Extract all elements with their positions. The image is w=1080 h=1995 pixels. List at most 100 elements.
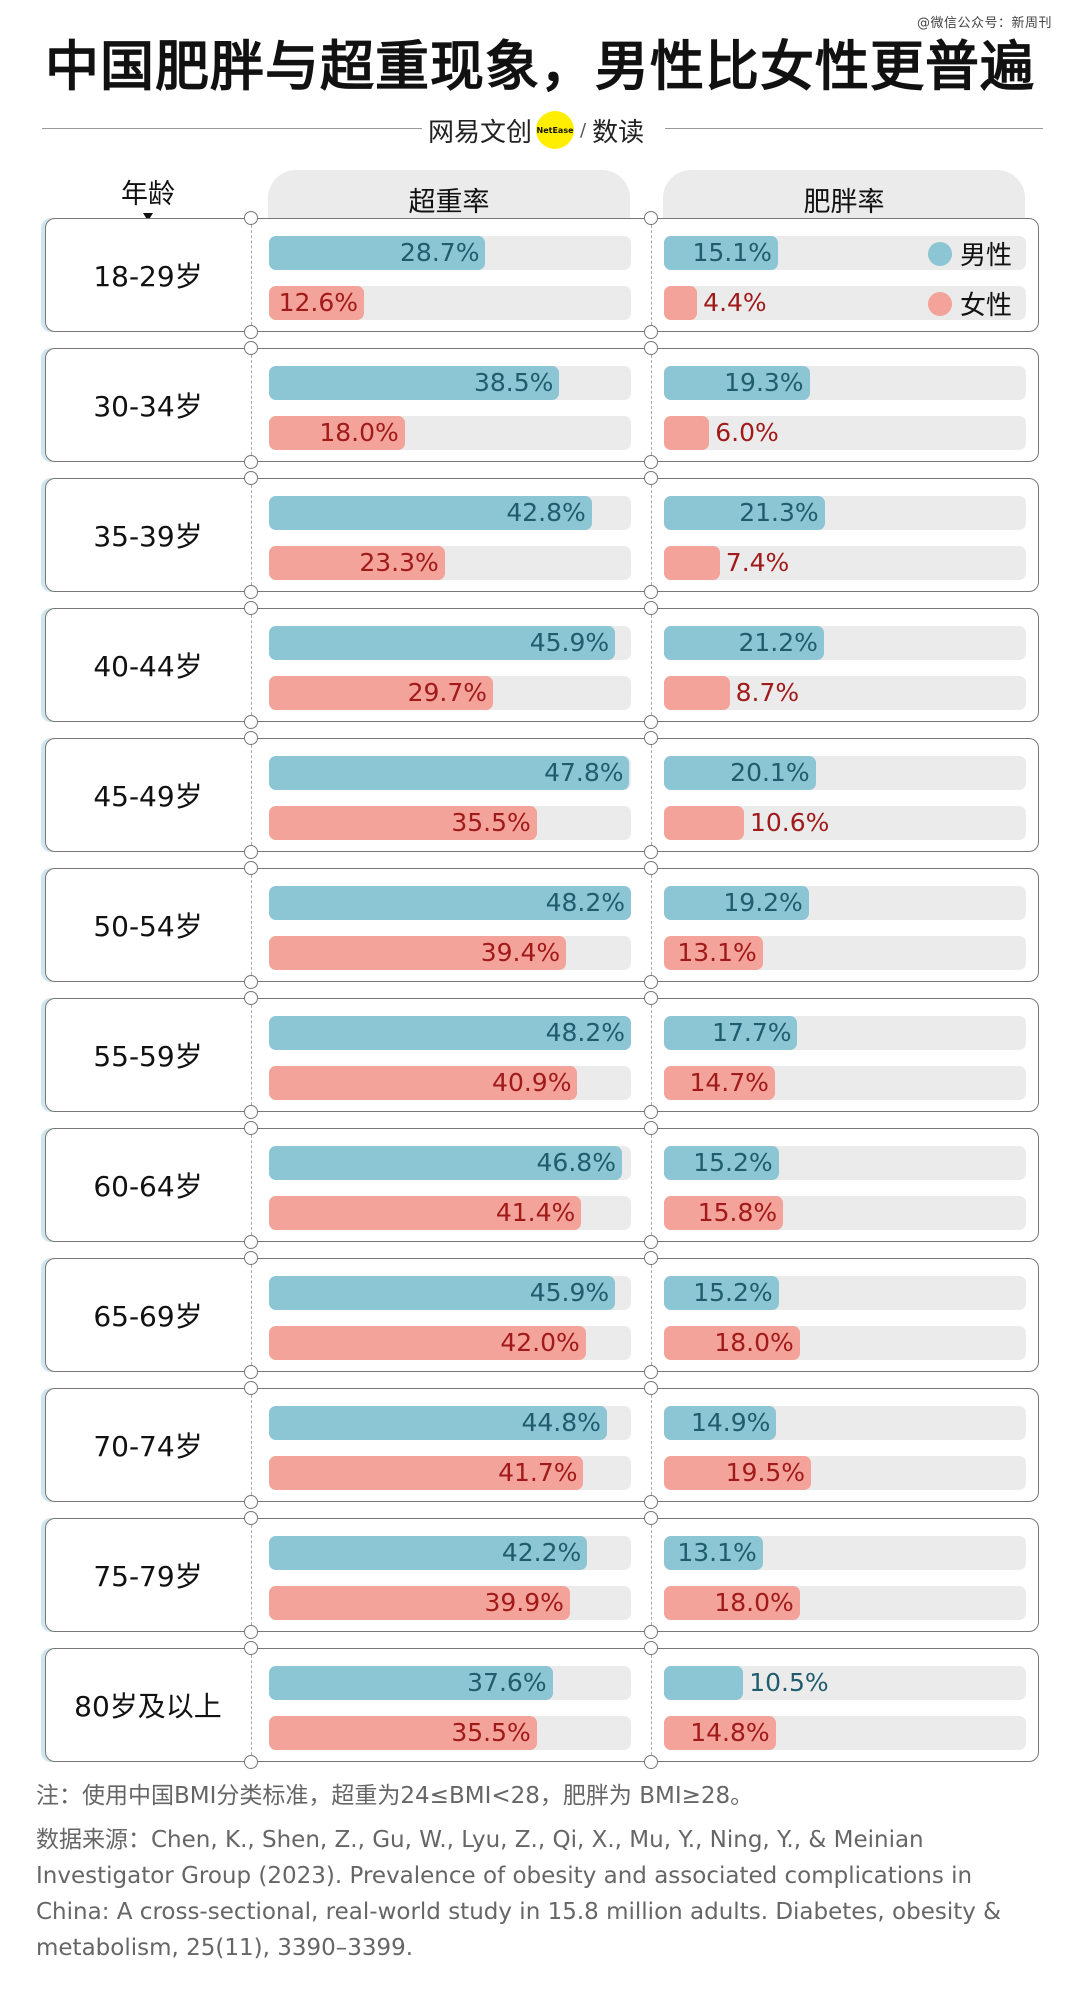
bar-track: 19.5% bbox=[664, 1456, 1026, 1490]
obesity-female-bar bbox=[664, 676, 730, 710]
data-label: 39.4% bbox=[480, 938, 561, 967]
brand-logo: 网易文创 NetEase / 数读 bbox=[428, 110, 644, 150]
footnote: 注：使用中国BMI分类标准，超重为24≤BMI<28，肥胖为 BMI≥28。 bbox=[36, 1783, 754, 1809]
data-label: 20.1% bbox=[730, 758, 810, 787]
data-label: 39.9% bbox=[484, 1588, 564, 1617]
brand-badge-icon: NetEase bbox=[536, 111, 575, 149]
obesity-male-bar bbox=[664, 626, 824, 660]
obesity-male-bar bbox=[664, 756, 816, 790]
data-label: 46.8% bbox=[536, 1148, 616, 1177]
row-divider bbox=[651, 615, 652, 715]
bar-track: 42.0% bbox=[269, 1326, 631, 1360]
obesity-male-bar bbox=[664, 886, 809, 920]
age-group-row: 30-34岁 38.5% 18.0% 19.3% 6.0% bbox=[45, 341, 1039, 469]
bar-track: 18.0% bbox=[664, 1326, 1026, 1360]
brand-slash: / bbox=[580, 119, 587, 141]
bar-track: 15.1% bbox=[664, 236, 1026, 270]
overweight-female-bar bbox=[269, 416, 405, 450]
data-label: 18.0% bbox=[319, 418, 399, 447]
data-label: 18.0% bbox=[714, 1588, 794, 1617]
data-label: 42.8% bbox=[506, 498, 586, 527]
data-label: 21.2% bbox=[738, 628, 818, 657]
bar-track: 39.4% bbox=[269, 936, 631, 970]
data-label: 40.9% bbox=[492, 1068, 572, 1097]
row-notch bbox=[644, 471, 658, 485]
obesity-male-bar bbox=[664, 236, 778, 270]
data-label: 47.8% bbox=[544, 758, 624, 787]
data-label: 17.7% bbox=[712, 1018, 792, 1047]
row-divider bbox=[651, 355, 652, 455]
overweight-female-bar bbox=[269, 806, 537, 840]
row-divider bbox=[651, 1135, 652, 1235]
bar-track: 13.1% bbox=[664, 936, 1026, 970]
obesity-male-bar bbox=[664, 1276, 779, 1310]
row-notch bbox=[644, 585, 658, 599]
brand-badge-text: NetEase bbox=[536, 125, 574, 135]
row-notch bbox=[244, 991, 258, 1005]
row-notch bbox=[244, 1235, 258, 1249]
age-group-row: 35-39岁 42.8% 23.3% 21.3% 7.4% bbox=[45, 471, 1039, 599]
age-group-label: 45-49岁 bbox=[93, 780, 203, 813]
row-notch bbox=[244, 1381, 258, 1395]
row-notch bbox=[644, 1365, 658, 1379]
row-notch bbox=[244, 731, 258, 745]
data-label: 48.2% bbox=[545, 1018, 625, 1047]
row-notch bbox=[244, 1495, 258, 1509]
data-label: 38.5% bbox=[473, 368, 554, 397]
row-divider bbox=[651, 875, 652, 975]
bar-track: 41.7% bbox=[269, 1456, 631, 1490]
bar-track: 42.8% bbox=[269, 496, 631, 530]
overweight-female-bar bbox=[269, 1716, 537, 1750]
age-group-row: 75-79岁 42.2% 39.9% 13.1% 18.0% bbox=[45, 1511, 1039, 1639]
divider-right bbox=[665, 128, 1043, 129]
overweight-male-bar bbox=[269, 626, 616, 660]
overweight-male-bar bbox=[269, 236, 486, 270]
age-group-label: 60-64岁 bbox=[93, 1170, 203, 1203]
data-label: 48.2% bbox=[545, 888, 625, 917]
data-label: 8.7% bbox=[735, 678, 800, 707]
obesity-male-bar bbox=[664, 1016, 798, 1050]
data-label: 21.3% bbox=[739, 498, 819, 527]
row-notch bbox=[644, 325, 658, 339]
overweight-female-bar bbox=[269, 676, 493, 710]
row-notch bbox=[244, 601, 258, 615]
bar-track: 42.2% bbox=[269, 1536, 631, 1570]
overweight-male-bar bbox=[269, 1276, 616, 1310]
row-notch bbox=[244, 325, 258, 339]
bar-track: 14.8% bbox=[664, 1716, 1026, 1750]
age-group-row: 65-69岁 45.9% 42.0% 15.2% 18.0% bbox=[45, 1251, 1039, 1379]
obesity-female-bar bbox=[664, 546, 720, 580]
watermark: @微信公众号：新周刊 bbox=[916, 16, 1052, 31]
data-label: 14.8% bbox=[690, 1718, 770, 1747]
bar-track: 8.7% bbox=[664, 676, 1026, 710]
row-divider bbox=[251, 1655, 252, 1755]
bar-track: 46.8% bbox=[269, 1146, 631, 1180]
age-group-label: 50-54岁 bbox=[93, 910, 203, 943]
row-divider bbox=[251, 615, 252, 715]
data-label: 12.6% bbox=[278, 288, 359, 317]
obesity-male-bar bbox=[664, 496, 825, 530]
obesity-male-bar bbox=[664, 1146, 779, 1180]
obesity-female-bar bbox=[664, 286, 698, 320]
row-notch bbox=[244, 845, 258, 859]
row-notch bbox=[244, 1625, 258, 1639]
age-group-label: 75-79岁 bbox=[93, 1560, 203, 1593]
row-notch bbox=[244, 861, 258, 875]
source-citation: 数据来源：Chen, K., Shen, Z., Gu, W., Lyu, Z.… bbox=[36, 1827, 1002, 1961]
overweight-female-bar bbox=[269, 1586, 570, 1620]
overweight-male-bar bbox=[269, 1146, 622, 1180]
bar-track: 23.3% bbox=[269, 546, 631, 580]
bar-track: 4.4% bbox=[664, 286, 1026, 320]
bar-track: 12.6% bbox=[269, 286, 631, 320]
data-label: 13.1% bbox=[677, 938, 757, 967]
bar-track: 14.7% bbox=[664, 1066, 1026, 1100]
row-notch bbox=[644, 715, 658, 729]
bar-track: 38.5% bbox=[269, 366, 631, 400]
row-divider bbox=[651, 1525, 652, 1625]
data-label: 37.6% bbox=[467, 1668, 547, 1697]
row-divider bbox=[251, 1005, 252, 1105]
chart-title: 中国肥胖与超重现象，男性比女性更普遍 bbox=[45, 35, 1035, 98]
row-divider bbox=[651, 1655, 652, 1755]
age-group-row: 50-54岁 48.2% 39.4% 19.2% 13.1% bbox=[45, 861, 1039, 989]
data-label: 4.4% bbox=[703, 288, 767, 317]
